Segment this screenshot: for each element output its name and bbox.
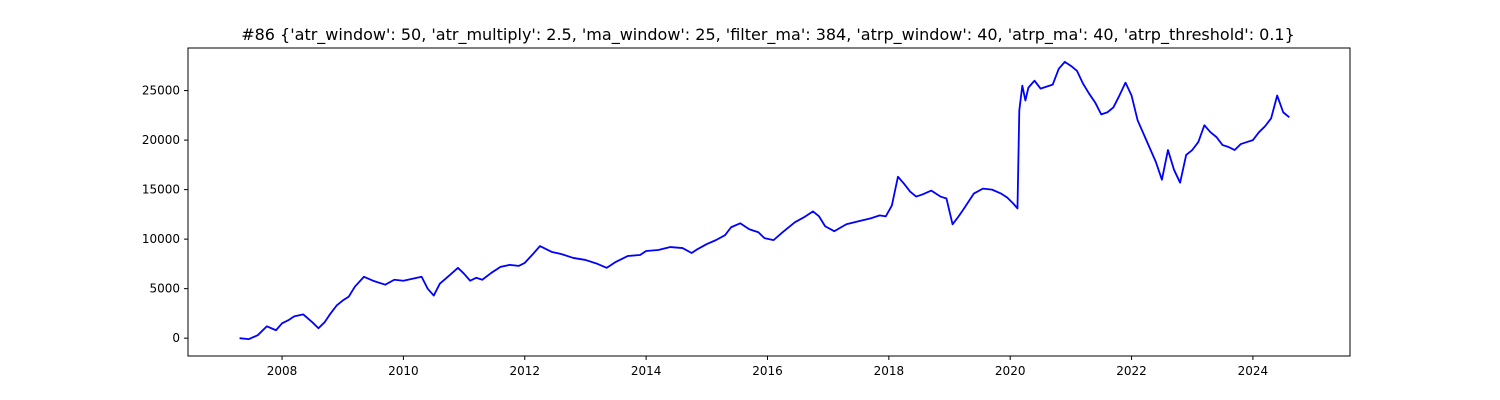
x-tick-label: 2012 [509, 364, 540, 378]
series-layer [240, 62, 1290, 339]
x-tick-label: 2018 [874, 364, 905, 378]
y-tick-label: 10000 [142, 232, 180, 246]
y-tick-label: 20000 [142, 133, 180, 147]
x-tick-label: 2022 [1116, 364, 1147, 378]
x-tick-label: 2010 [388, 364, 419, 378]
y-tick-label: 15000 [142, 183, 180, 197]
series-line-equity [240, 62, 1290, 339]
y-tick-label: 25000 [142, 84, 180, 98]
x-tick-label: 2008 [267, 364, 298, 378]
y-tick-label: 0 [172, 331, 180, 345]
x-tick-label: 2014 [631, 364, 662, 378]
axes-layer: 2008 2010 2012 2014 2016 2018 2020 2022 2024 0 500… [142, 48, 1350, 378]
x-tick-label: 2024 [1238, 364, 1269, 378]
plot-frame [188, 48, 1350, 356]
x-tick-label: 2016 [752, 364, 783, 378]
chart-title: #86 {'atr_window': 50, 'atr_multiply': 2… [241, 25, 1295, 45]
y-tick-label: 5000 [149, 282, 180, 296]
x-tick-label: 2020 [995, 364, 1026, 378]
